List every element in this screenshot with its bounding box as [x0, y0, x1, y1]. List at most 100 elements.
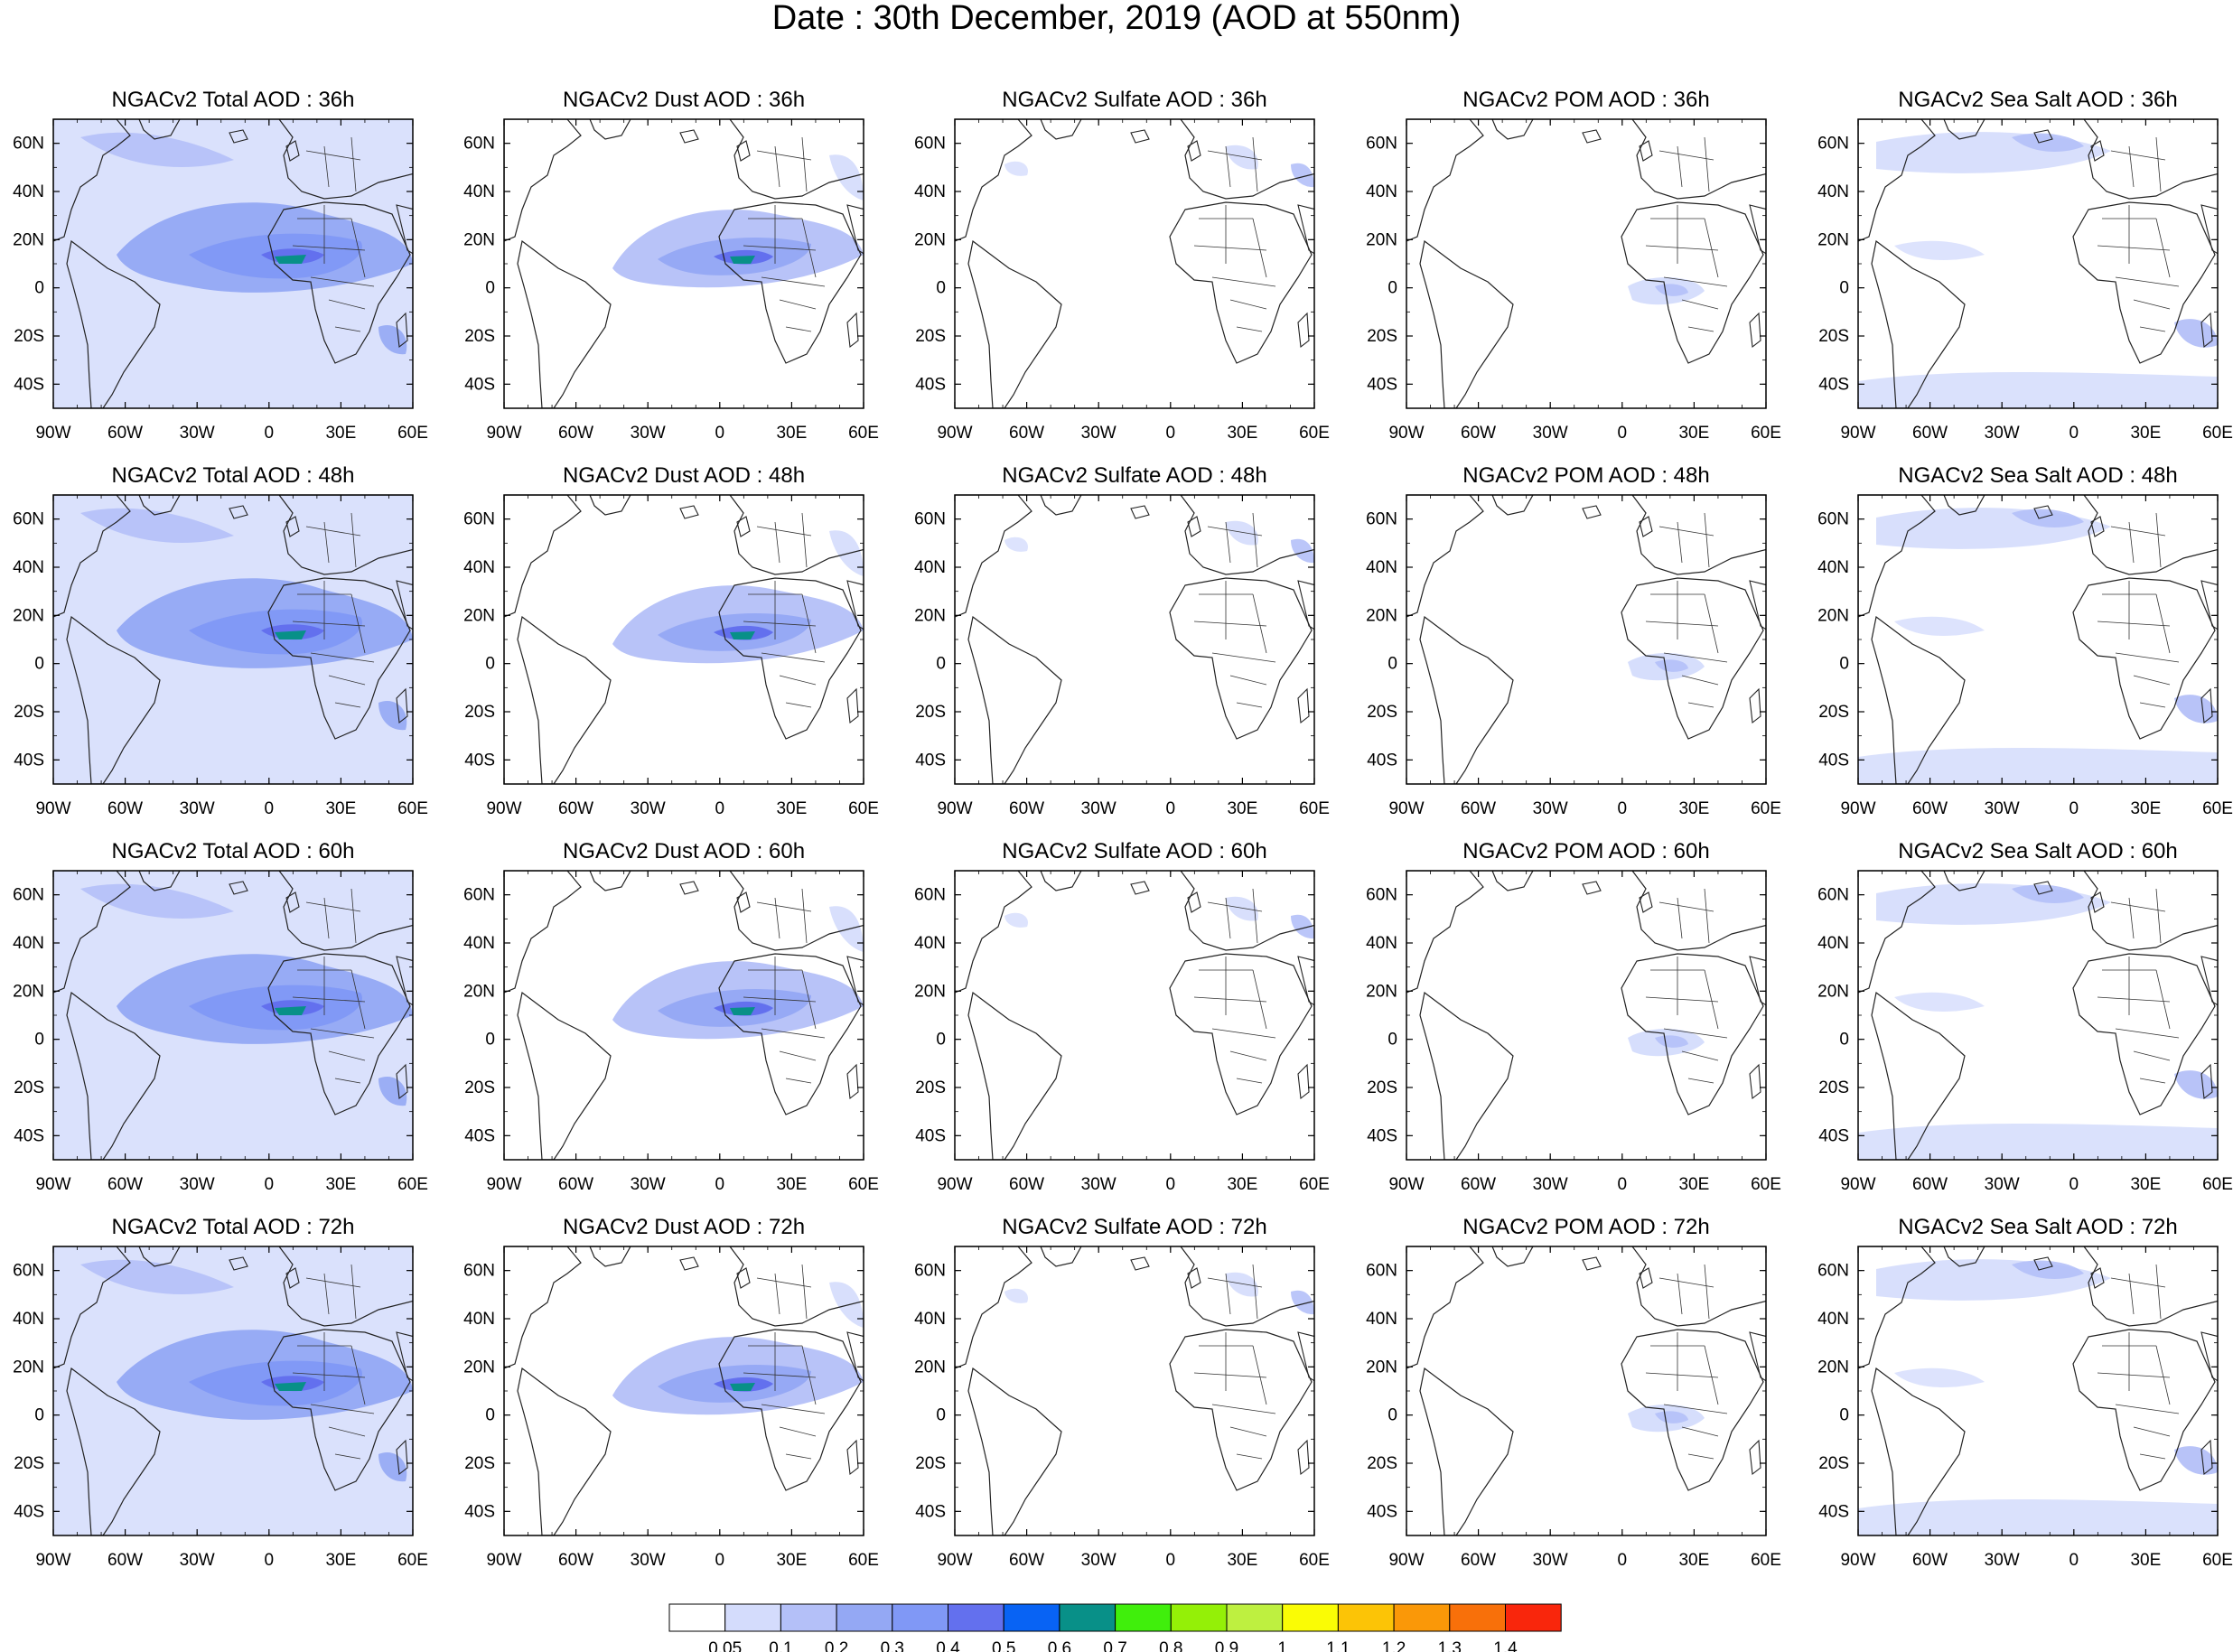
colorbar-swatch [1226, 1603, 1284, 1632]
lat-tick-label: 20N [914, 230, 946, 249]
aod-shade [2174, 1070, 2218, 1099]
aod-shade [2174, 1446, 2218, 1475]
lat-tick-label: 60N [1817, 135, 1849, 154]
lat-tick-label: 20S [464, 327, 495, 346]
lat-tick-label: 0 [936, 1406, 946, 1425]
map-field [1858, 871, 2218, 1160]
lon-tick-label: 30W [1985, 1175, 2020, 1194]
colorbar-swatch [1337, 1603, 1395, 1632]
lon-tick-label: 60E [397, 799, 428, 818]
lon-tick-label: 30W [180, 424, 215, 443]
map-panel: NGACv2 POM AOD : 60h 90W 60W 30W 0 30E 60E 60N 4… [1366, 839, 1781, 1194]
lat-tick-label: 0 [1387, 1031, 1397, 1050]
lat-tick-label: 0 [1839, 1406, 1849, 1425]
lat-tick-label: 20N [914, 1358, 946, 1377]
aod-shade [730, 1007, 755, 1015]
aod-shade [1894, 992, 1985, 1012]
lon-tick-label: 60E [2202, 424, 2233, 443]
lon-tick-label: 0 [1166, 1551, 1176, 1570]
lat-tick-label: 0 [1839, 1031, 1849, 1050]
panel-title: NGACv2 POM AOD : 48h [1462, 463, 1709, 488]
lon-tick-label: 90W [1388, 1175, 1424, 1194]
lon-tick-label: 60W [107, 1175, 143, 1194]
lat-tick-label: 60N [1817, 510, 1849, 529]
colorbar-swatch [948, 1603, 1004, 1632]
colorbar-label: 0.6 [1048, 1639, 1071, 1652]
lon-tick-label: 30E [2130, 424, 2161, 443]
lat-tick-label: 60N [1366, 1262, 1397, 1281]
aod-shade [275, 255, 306, 264]
aod-shade [829, 1282, 864, 1328]
colorbar-swatch [1059, 1603, 1116, 1632]
lon-tick-label: 60W [558, 1551, 593, 1570]
aod-shade [1291, 914, 1314, 939]
lat-tick-label: 20N [1366, 982, 1397, 1001]
map-field [1406, 1246, 1766, 1535]
map-panel: NGACv2 Sea Salt AOD : 36h 90W 60W 30W 0 30E 60… [1817, 88, 2233, 443]
lat-tick-label: 20S [464, 1454, 495, 1473]
lon-tick-label: 60W [558, 1175, 593, 1194]
lon-tick-label: 30W [631, 424, 666, 443]
aod-shade [1226, 896, 1258, 921]
lat-tick-label: 40S [1818, 1502, 1849, 1521]
lon-tick-label: 60W [1461, 1551, 1496, 1570]
lat-tick-label: 40N [914, 934, 946, 953]
lat-tick-label: 20S [1818, 1078, 1849, 1097]
colorbar-label: 1.1 [1326, 1639, 1350, 1652]
colorbar-swatch [1505, 1603, 1562, 1632]
lat-tick-label: 0 [34, 1406, 44, 1425]
lon-tick-label: 60W [1009, 1175, 1044, 1194]
lat-tick-label: 20N [13, 982, 44, 1001]
aod-shade [80, 132, 234, 167]
lat-tick-label: 40N [914, 1310, 946, 1329]
panel-title: NGACv2 Sulfate AOD : 60h [1002, 839, 1266, 863]
aod-shade [275, 1006, 306, 1015]
lat-tick-label: 20N [1366, 606, 1397, 625]
lon-tick-label: 0 [1618, 799, 1628, 818]
map-panel: NGACv2 Total AOD : 72h 90W 60W 30W 0 30E 60E 60… [13, 1215, 428, 1570]
colorbar-swatch [668, 1603, 726, 1632]
panel-title: NGACv2 Sulfate AOD : 72h [1002, 1215, 1266, 1239]
lat-tick-label: 60N [914, 135, 946, 154]
lat-tick-label: 60N [1366, 510, 1397, 529]
lat-tick-label: 20S [14, 1078, 44, 1097]
lon-tick-label: 60W [107, 424, 143, 443]
lat-tick-label: 40N [1366, 934, 1397, 953]
lon-tick-label: 30E [1227, 1551, 1257, 1570]
figure-title: Date : 30th December, 2019 (AOD at 550nm… [772, 0, 1462, 37]
lon-tick-label: 0 [1618, 424, 1628, 443]
lat-tick-label: 20N [1817, 606, 1849, 625]
lon-tick-label: 60W [107, 799, 143, 818]
lat-tick-label: 40S [915, 751, 946, 770]
map-panel: NGACv2 Sulfate AOD : 48h 90W 60W 30W 0 30E 60E… [914, 463, 1330, 818]
lat-tick-label: 20N [463, 982, 495, 1001]
map-panel: NGACv2 POM AOD : 36h 90W 60W 30W 0 30E 60E 60N 4… [1366, 88, 1781, 443]
lon-tick-label: 90W [1840, 424, 1875, 443]
lon-tick-label: 60E [848, 424, 879, 443]
panel-title: NGACv2 Dust AOD : 60h [563, 839, 805, 863]
lon-tick-label: 60E [848, 1175, 879, 1194]
lat-tick-label: 0 [485, 279, 495, 298]
lat-tick-label: 0 [34, 1031, 44, 1050]
lat-tick-label: 20S [1818, 703, 1849, 722]
aod-shade [829, 530, 864, 576]
lat-tick-label: 20S [1367, 327, 1397, 346]
lat-tick-label: 0 [936, 279, 946, 298]
lon-tick-label: 0 [2069, 1551, 2079, 1570]
lon-tick-label: 0 [265, 1551, 275, 1570]
lon-tick-label: 30W [1985, 424, 2020, 443]
colorbar: 0.05 0.1 0.2 0.3 0.4 0.5 0.6 0.7 0.8 0.9 1 1.1 1.2 1.… [668, 1603, 1562, 1652]
lat-tick-label: 40S [14, 375, 44, 394]
lat-tick-label: 60N [1366, 886, 1397, 905]
lat-tick-label: 40S [1818, 375, 1849, 394]
lon-tick-label: 30E [325, 1175, 356, 1194]
lon-tick-label: 90W [35, 799, 70, 818]
lat-tick-label: 40S [1367, 751, 1397, 770]
lon-tick-label: 30W [631, 1551, 666, 1570]
map-panel: NGACv2 Sulfate AOD : 60h 90W 60W 30W 0 30E 60E… [914, 839, 1330, 1194]
lon-tick-label: 0 [265, 799, 275, 818]
lat-tick-label: 40S [1818, 751, 1849, 770]
lon-tick-label: 0 [2069, 424, 2079, 443]
lon-tick-label: 60E [2202, 1175, 2233, 1194]
colorbar-label: 0.9 [1215, 1639, 1238, 1652]
